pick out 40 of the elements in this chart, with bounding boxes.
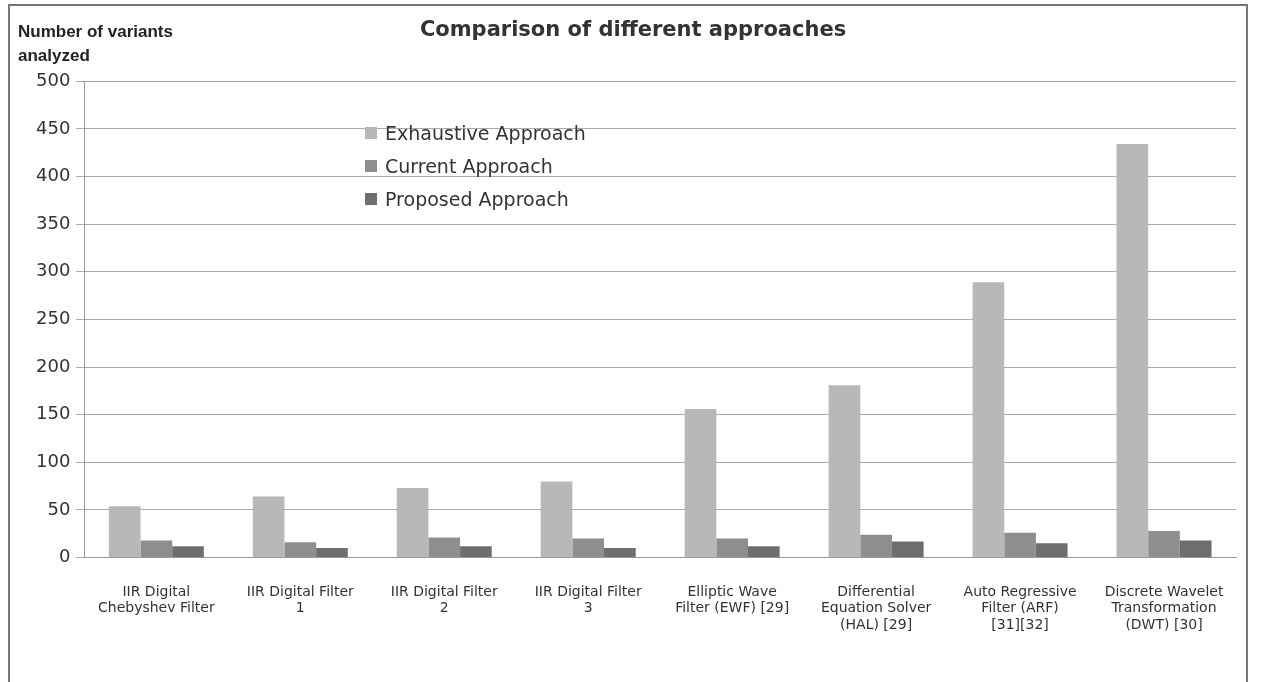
bar — [316, 548, 348, 558]
legend-label: Current Approach — [384, 153, 554, 179]
y-tick-label: 200 — [36, 354, 71, 376]
bar — [1035, 543, 1068, 558]
bar — [172, 546, 204, 558]
x-tick-label: IIR Digital Chebyshev Filter — [98, 582, 215, 616]
legend-label: Proposed Approach — [384, 186, 570, 212]
bar — [684, 408, 717, 558]
y-tick-label: 100 — [36, 449, 71, 471]
x-tick-label: Elliptic Wave Filter (EWF) [29] — [675, 582, 790, 616]
y-tick-label: 50 — [47, 497, 71, 519]
chart-title: Comparison of different approaches — [419, 17, 847, 42]
x-tick-label: Differential Equation Solver (HAL) [29] — [820, 582, 932, 633]
y-tick-label: 450 — [36, 116, 71, 138]
x-tick-label: IIR Digital Filter 1 — [246, 582, 355, 616]
bar — [1179, 540, 1212, 558]
bar — [972, 282, 1005, 558]
x-tick-label: Discrete Wavelet Transformation (DWT) [30] — [1104, 582, 1224, 633]
y-tick-label: 300 — [36, 259, 71, 281]
y-tick-label: 500 — [36, 68, 71, 90]
bar — [828, 385, 861, 558]
x-tick-label: IIR Digital Filter 2 — [390, 582, 498, 616]
bar — [396, 488, 429, 558]
x-tick-label: Auto Regressive Filter (ARF) [31][32] — [963, 582, 1077, 633]
y-tick-label: 400 — [36, 164, 71, 186]
bar — [540, 481, 573, 558]
y-tick-label: 250 — [36, 307, 71, 329]
bar — [252, 496, 285, 558]
bar — [108, 506, 141, 558]
bar — [604, 548, 636, 558]
bar — [747, 546, 780, 558]
x-tick-label: IIR Digital Filter 3 — [534, 582, 642, 616]
y-tick-label: 150 — [36, 402, 71, 424]
y-tick-label: 0 — [58, 545, 71, 567]
y-axis-title: Number of variants analyzed — [18, 21, 174, 67]
bar — [460, 546, 492, 558]
legend-label: Exhaustive Approach — [384, 120, 586, 146]
y-tick-label: 350 — [36, 211, 71, 233]
bar — [891, 541, 924, 558]
bar — [1116, 144, 1149, 558]
